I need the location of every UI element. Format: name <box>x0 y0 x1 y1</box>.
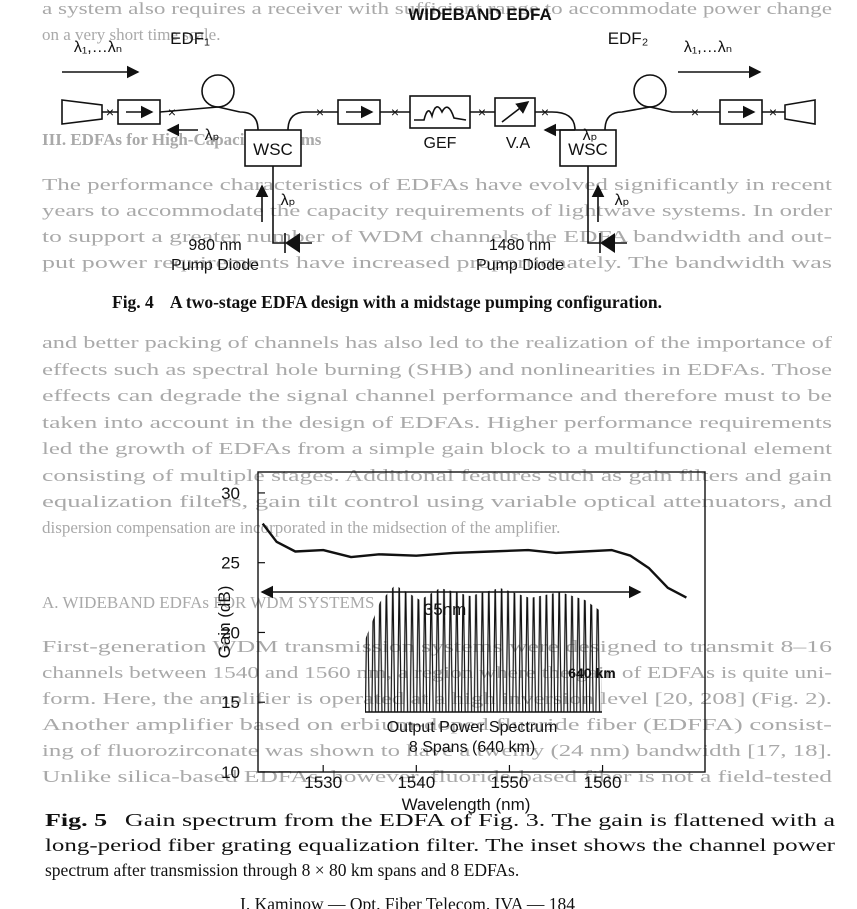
inset-title: Output Power Spectrum <box>387 719 558 736</box>
x-tick-label: 1530 <box>304 773 342 792</box>
pump-diode <box>285 233 300 253</box>
background-text-line: Unlike silica-based EDFAs, however, fluo… <box>42 767 833 786</box>
background-text-line: equalization filters, gain tilt control … <box>42 492 833 511</box>
background-text-line: and better packing of channels has also … <box>42 333 832 352</box>
svg-text:×: × <box>106 104 114 120</box>
background-text-line: to support a greater number of WDM chann… <box>42 227 833 246</box>
caption-label: Fig. 5 <box>45 810 107 830</box>
x-tick-label: 1550 <box>491 773 529 792</box>
background-text-line: effects such as spectral hole burning (S… <box>42 360 832 379</box>
figure-title: WIDEBAND EDFA <box>408 5 552 24</box>
background-text-line: ing of fluorozirconate was shown to have… <box>42 741 832 760</box>
background-text-line: The performance characteristics of EDFAs… <box>42 175 832 194</box>
inset-distance: 640 km <box>568 665 615 681</box>
y-axis-title: Gain (dB) <box>215 586 234 659</box>
bandwidth-label: 35nm <box>424 600 467 619</box>
background-text-line: years to accommodate the capacity requir… <box>42 201 832 220</box>
wsc-box <box>244 129 302 167</box>
svg-text:×: × <box>478 104 486 120</box>
x-tick-label: 1540 <box>397 773 435 792</box>
wsc-label: WSC <box>253 140 293 159</box>
svg-text:×: × <box>769 104 777 120</box>
y-tick-label: 15 <box>221 693 240 712</box>
va-arrow <box>501 101 530 123</box>
figure-5-chart: 35nm 640 km Output Power Spectrum 8 Span… <box>215 471 706 814</box>
caption-text: A two-stage EDFA design with a midstage … <box>170 292 662 312</box>
x-tick-label: 1560 <box>584 773 622 792</box>
svg-text:×: × <box>691 104 699 120</box>
svg-text:×: × <box>168 104 176 120</box>
background-text: a system also requires a receiver with s… <box>42 0 833 786</box>
inset-subtitle: 8 Spans (640 km) <box>409 739 535 756</box>
gef-label: GEF <box>424 135 457 152</box>
pump-fiber <box>272 166 312 244</box>
pump-wavelength-label: λₚ <box>281 192 296 209</box>
wsc-label: WSC <box>568 140 608 159</box>
background-text-line: dispersion compensation are incorporated… <box>42 518 560 537</box>
pump-wavelength-label: λₚ <box>615 192 630 209</box>
caption-text: Gain spectrum from the EDFA of Fig. 3. T… <box>125 810 835 830</box>
pump-wavelength: 1480 nm <box>489 237 551 254</box>
caption-label: Fig. 4 <box>112 292 154 312</box>
output-connector <box>784 99 816 125</box>
background-text-line: on a very short time scale. <box>42 25 220 44</box>
figure-5-caption-line: spectrum after transmission through 8 × … <box>45 860 519 880</box>
edf1-label: EDF₁ <box>170 29 210 48</box>
y-tick-label: 25 <box>221 554 240 573</box>
figure-4-caption: Fig. 4 A two-stage EDFA design with a mid… <box>112 292 662 312</box>
splice-marks: × × × × × × × × <box>106 104 777 120</box>
output-label: λ₁,…λₙ <box>684 39 732 56</box>
edf2-label: EDF₂ <box>608 29 649 48</box>
input-connector <box>61 99 103 125</box>
inset-spectrum <box>365 585 602 712</box>
fiber <box>287 111 576 131</box>
figure-4-diagram: WIDEBAND EDFA λ₁,…λₙ λ₁,…λₙ EDF₁ EDF₂ WS… <box>61 5 816 274</box>
background-text-line: put power requirements have increased pr… <box>42 253 832 272</box>
fiber <box>604 106 785 131</box>
pump-wavelength: 980 nm <box>188 237 241 254</box>
background-text-line: led the growth of EDFAs from a simple ga… <box>42 439 832 458</box>
pump-diode <box>600 233 615 253</box>
background-text-line: Another amplifier based on erbium-doped … <box>42 715 833 734</box>
background-text-line: taken into account in the design of EDFA… <box>42 413 832 432</box>
pump-wavelength-label: λₚ <box>205 127 220 144</box>
svg-text:×: × <box>316 104 324 120</box>
svg-text:×: × <box>391 104 399 120</box>
x-axis-title: Wavelength (nm) <box>402 795 531 814</box>
gef-response <box>414 106 467 121</box>
plot-frame <box>257 471 706 773</box>
edf1-coil <box>201 74 235 108</box>
svg-text:×: × <box>541 104 549 120</box>
gef-box <box>409 95 471 129</box>
edf2-coil <box>633 74 667 108</box>
background-text-line: a system also requires a receiver with s… <box>42 0 832 18</box>
figure-5-caption-line: long-period fiber grating equalization f… <box>45 835 835 855</box>
y-tick-label: 10 <box>221 763 240 782</box>
pump-fiber <box>587 166 627 244</box>
gain-curve <box>261 522 687 599</box>
footer: I. Kaminow — Opt. Fiber Telecom. IVA — 1… <box>240 894 575 909</box>
pump-wavelength-label: λₚ <box>583 127 598 144</box>
background-text-line: A. WIDEBAND EDFAs FOR WDM SYSTEMS <box>42 593 374 612</box>
va-label: V.A <box>506 135 531 152</box>
pump-name: Pump Diode <box>476 257 564 274</box>
y-tick-label: 20 <box>221 623 240 642</box>
wsc-box <box>559 129 617 167</box>
background-text-line: effects can degrade the signal channel p… <box>42 386 832 405</box>
figure-5-caption-line: Fig. 5 Gain spectrum from the EDFA of Fig… <box>45 810 835 830</box>
background-text-line: consisting of multiple stages. Additiona… <box>42 466 833 485</box>
pump-name: Pump Diode <box>171 257 259 274</box>
fiber <box>102 106 259 131</box>
input-label: λ₁,…λₙ <box>74 39 122 56</box>
y-tick-label: 30 <box>221 484 240 503</box>
